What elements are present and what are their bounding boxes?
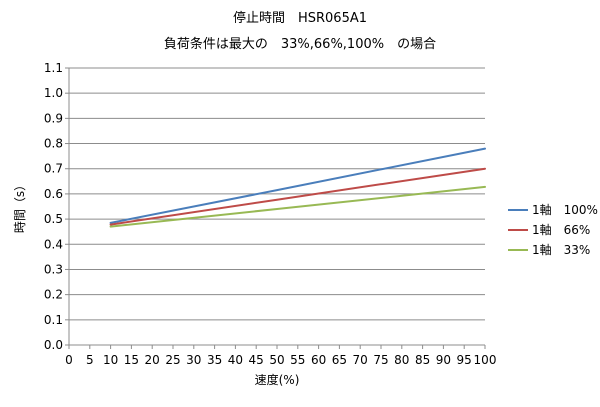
y-tick-label: 1.1: [44, 61, 63, 75]
x-tick-label: 65: [332, 353, 347, 367]
y-axis-title: 時間（s）: [13, 179, 27, 233]
y-tick-label: 0.1: [44, 313, 63, 327]
x-tick-label: 80: [394, 353, 409, 367]
x-tick-label: 60: [311, 353, 326, 367]
y-tick-label: 1.0: [44, 86, 63, 100]
x-tick-label: 70: [353, 353, 368, 367]
x-tick-label: 35: [207, 353, 222, 367]
y-tick-label: 0.0: [44, 338, 63, 352]
x-tick-label: 40: [228, 353, 243, 367]
x-tick-label: 0: [65, 353, 73, 367]
x-tick-label: 50: [269, 353, 284, 367]
gridlines: [69, 67, 485, 321]
x-axis-title: 速度(%): [255, 372, 300, 387]
legend-label: 1軸 66%: [532, 223, 590, 237]
y-tick-label: 0.3: [44, 262, 63, 276]
chart-title: 停止時間 HSR065A1: [233, 10, 367, 26]
legend: 1軸 100% 1軸 66% 1軸 33%: [508, 203, 598, 257]
x-tick-label: 10: [103, 353, 118, 367]
y-tick-label: 0.2: [44, 288, 63, 302]
axes: [65, 67, 486, 349]
x-tick-label: 5: [86, 353, 94, 367]
x-tick-label: 85: [415, 353, 430, 367]
x-tick-label: 95: [457, 353, 472, 367]
series-line-1: [109, 147, 486, 224]
y-tick-label: 0.8: [44, 137, 63, 151]
x-tick-label: 45: [249, 353, 264, 367]
y-tick-label: 0.7: [44, 162, 63, 176]
x-tick-label: 55: [290, 353, 305, 367]
y-tick-label: 0.9: [44, 111, 63, 125]
legend-label: 1軸 33%: [532, 243, 590, 257]
series-line-2: [109, 167, 486, 226]
y-tick-label: 0.5: [44, 212, 63, 226]
x-tick-label: 30: [186, 353, 201, 367]
y-tick-labels: 0.0 0.1 0.2 0.3 0.4 0.5 0.6 0.7 0.8 0.9 1.0 1.1: [44, 61, 63, 352]
x-tick-label: 15: [124, 353, 139, 367]
x-tick-label: 20: [145, 353, 160, 367]
x-tick-label: 25: [165, 353, 180, 367]
series-line-3: [109, 185, 486, 228]
x-tick-labels: 0 5 10 15 20 25 30 35 40 45 50 55 60 65 70 75 80 85 90 95 10…: [65, 353, 496, 367]
y-tick-label: 0.4: [44, 237, 63, 251]
series-lines: [109, 147, 486, 228]
x-tick-label: 90: [436, 353, 451, 367]
x-tick-label: 100: [474, 353, 497, 367]
y-tick-label: 0.6: [44, 187, 63, 201]
legend-label: 1軸 100%: [532, 203, 598, 217]
chart-subtitle: 負荷条件は最大の 33%,66%,100% の場合: [164, 36, 436, 52]
x-tick-label: 75: [373, 353, 388, 367]
